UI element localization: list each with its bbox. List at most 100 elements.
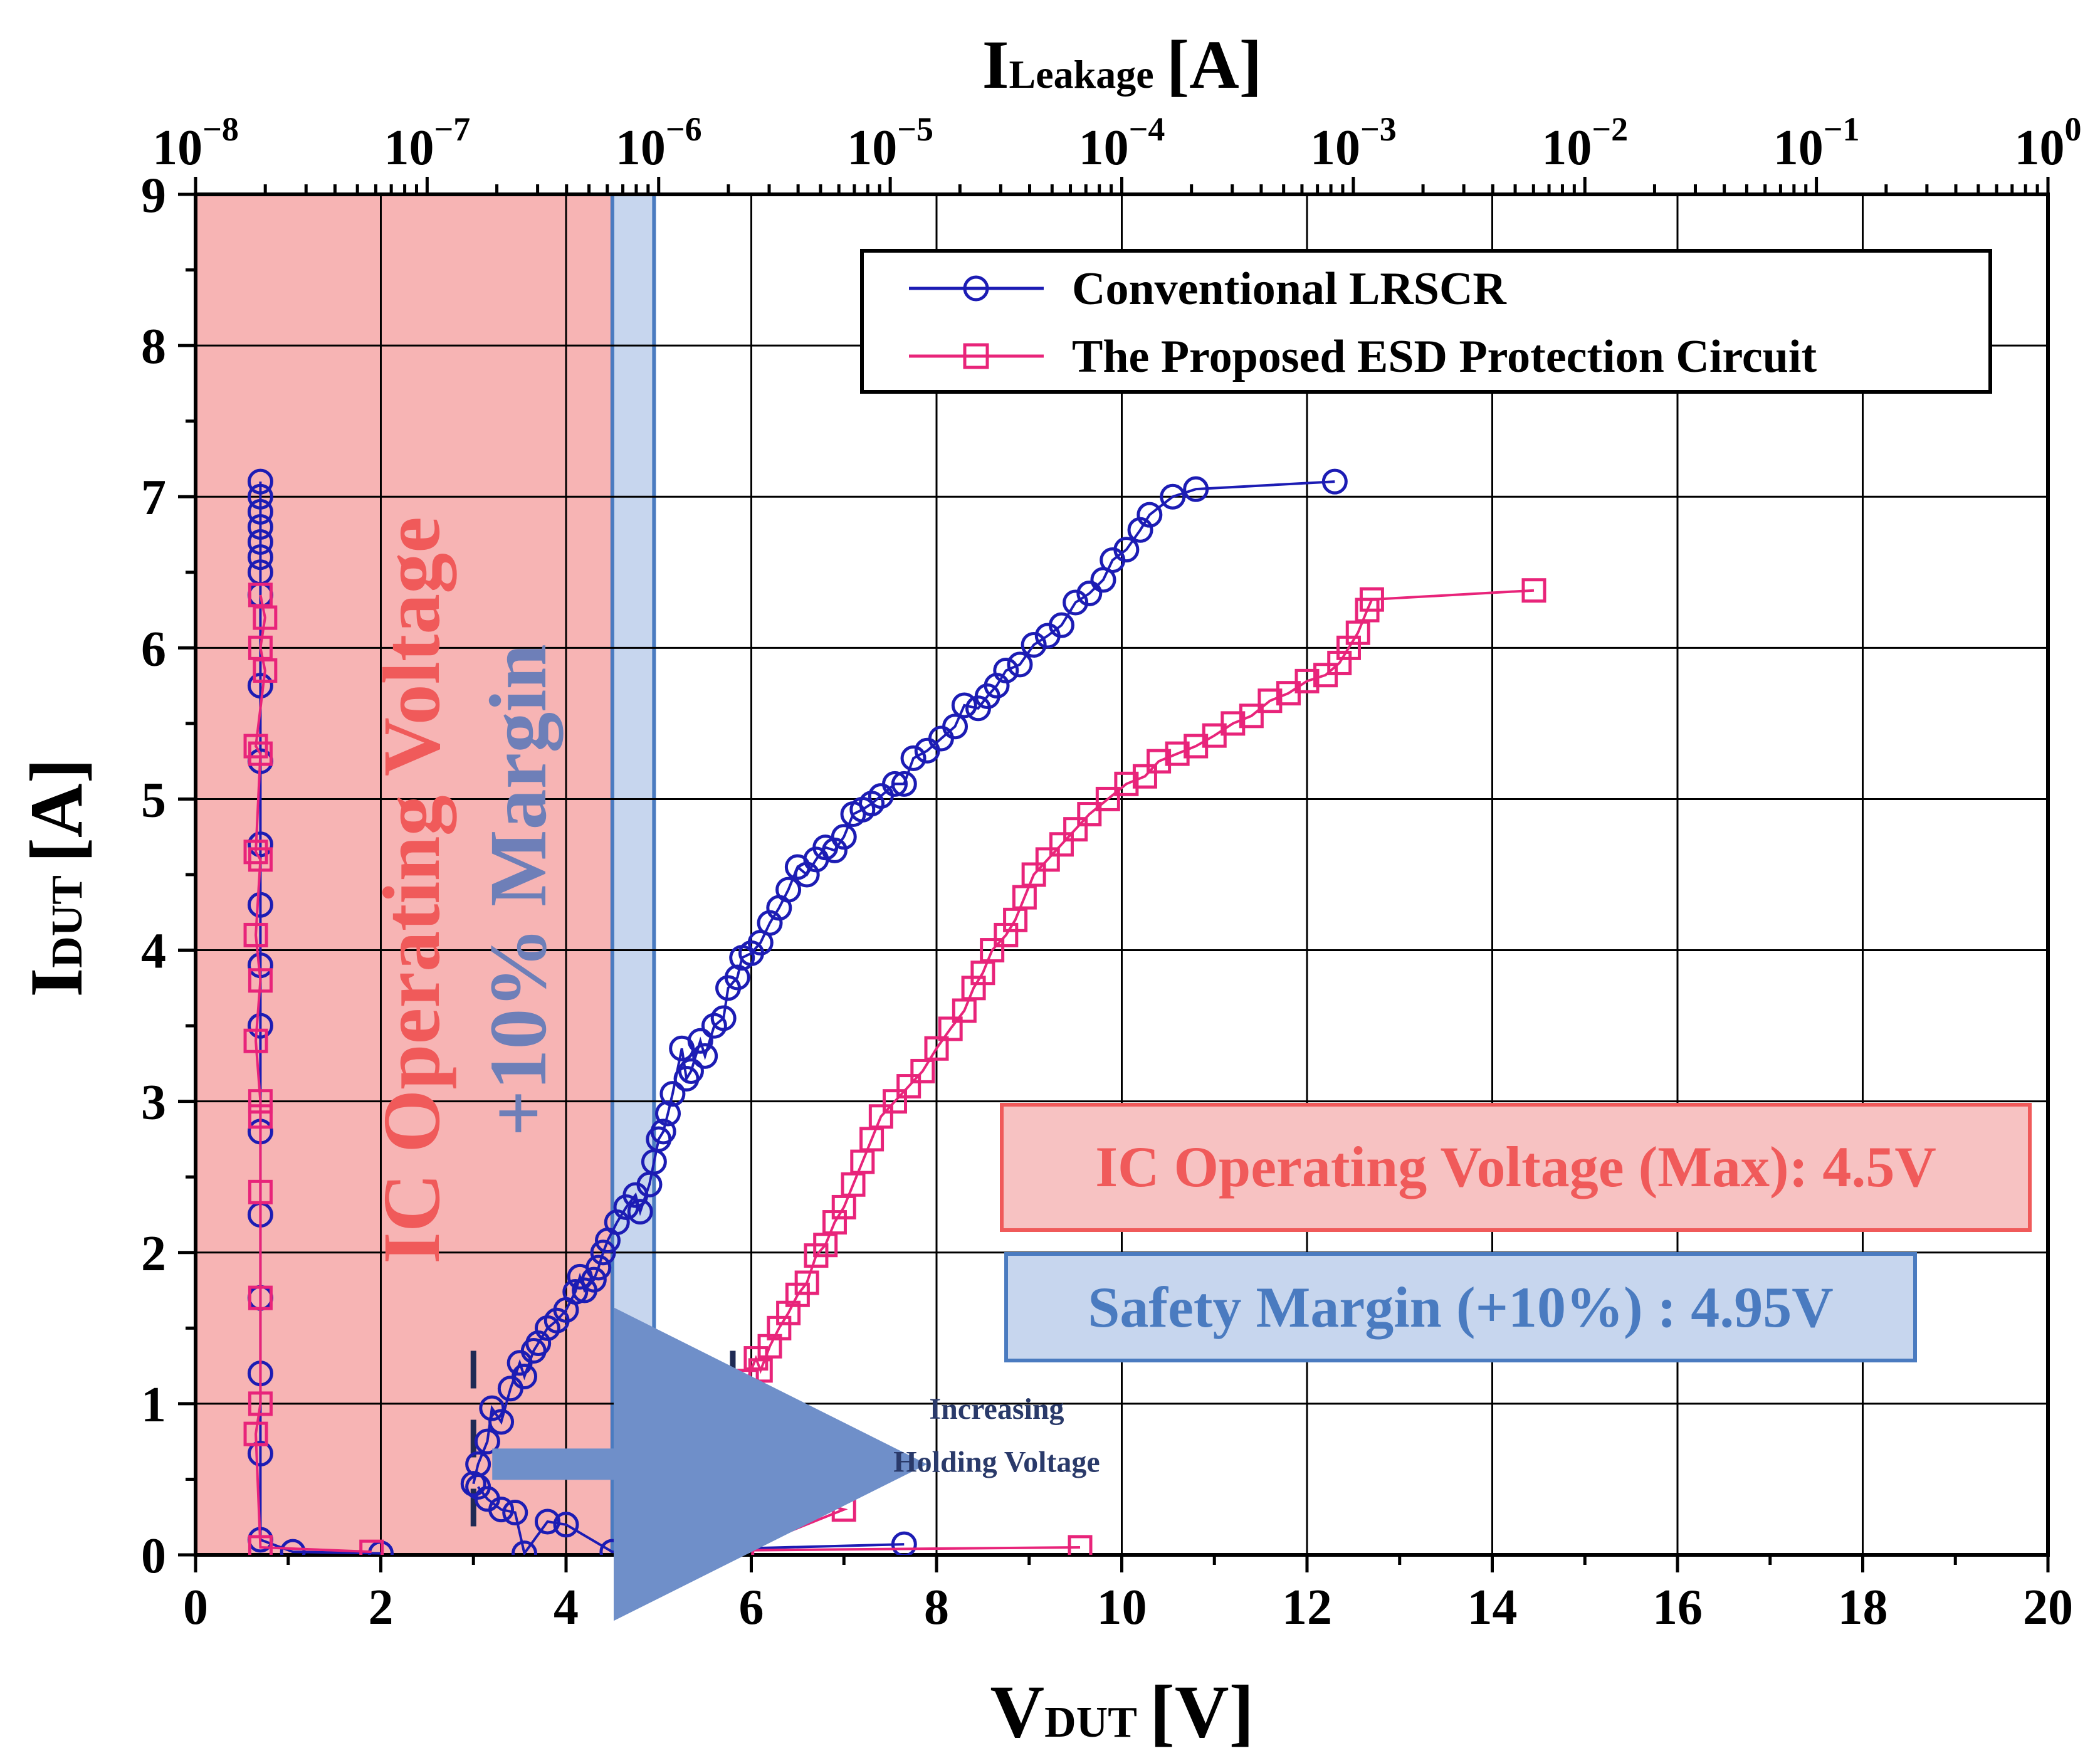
x-tick-label: 12 [1282, 1580, 1332, 1635]
leakage-point [247, 1440, 273, 1466]
arrow-text-holding: Holding Voltage [893, 1445, 1100, 1478]
leakage-point [248, 1391, 273, 1416]
top-tick-label: 10−7 [384, 110, 470, 176]
tlp-point [1257, 688, 1283, 713]
x-tick-label: 0 [183, 1580, 208, 1635]
leakage-point [243, 1028, 268, 1053]
leakage-point [247, 544, 273, 571]
tlp-point [650, 1118, 676, 1145]
tlp-point [1063, 817, 1088, 842]
snapback-point [534, 1508, 560, 1535]
top-axis-title: ILeakage [A] [982, 26, 1263, 103]
tlp-point [794, 1270, 819, 1295]
y-tick-label: 7 [141, 470, 166, 525]
snapback-point [488, 1497, 515, 1523]
tlp-point [1113, 537, 1140, 563]
leakage-point [248, 582, 273, 608]
leakage-point [247, 1013, 273, 1039]
tlp-point [1183, 476, 1209, 502]
tlp-point [951, 692, 977, 718]
tlp-point [896, 1074, 921, 1099]
tlp-point [1147, 749, 1172, 774]
tlp-point [1007, 651, 1033, 678]
tlp-point [590, 1240, 616, 1266]
legend-label-proposed: The Proposed ESD Protection Circuit [1072, 331, 1817, 382]
top-tick-label: 10−1 [1773, 110, 1860, 176]
x-tick-label: 16 [1652, 1580, 1703, 1635]
tlp-point [474, 1428, 500, 1455]
x-tick-label: 2 [369, 1580, 394, 1635]
leakage-point [247, 892, 273, 918]
leakage-point [243, 840, 268, 865]
safety-margin-text: Safety Margin (+10%) : 4.95V [1088, 1275, 1833, 1339]
tlp-point [512, 1363, 538, 1389]
tlp-point [585, 1255, 612, 1281]
x-tick-label: 4 [554, 1580, 579, 1635]
tlp-point [710, 1005, 737, 1031]
y-tick-label: 6 [141, 621, 166, 676]
tlp-point [562, 1278, 589, 1305]
tlp-point [831, 824, 857, 850]
leakage-point [243, 922, 268, 947]
tlp-point [900, 745, 927, 771]
tlp-point [465, 1451, 491, 1477]
tlp-point [910, 1058, 935, 1083]
tlp-point [883, 1089, 908, 1114]
tlp-point [1165, 741, 1190, 766]
tlp-point [1114, 771, 1139, 796]
tlp-point [460, 1471, 486, 1497]
tlp-point [488, 1409, 515, 1435]
leakage-point [248, 741, 273, 766]
leakage-point [248, 635, 273, 660]
tlp-point [655, 1100, 681, 1127]
leakage-point [248, 1104, 273, 1129]
x-tick-label: 18 [1838, 1580, 1888, 1635]
leakage-point [247, 831, 273, 858]
safety-margin-box: Safety Margin (+10%) : 4.95V [1004, 1252, 1917, 1362]
x-tick-label: 10 [1097, 1580, 1147, 1635]
tlp-point [882, 771, 908, 797]
x-tick-label: 6 [739, 1580, 764, 1635]
tlp-point [1063, 589, 1089, 616]
top-tick-label: 10−3 [1310, 110, 1397, 176]
tlp-point [1049, 832, 1074, 857]
holding-voltage-arrow: Increasing Holding Voltage [492, 1307, 1100, 1621]
margin-region [610, 194, 656, 1555]
tlp-point [692, 1043, 718, 1069]
top-tick-label: 10−5 [847, 110, 933, 176]
x-tick-label: 8 [924, 1580, 949, 1635]
tlp-point [1077, 802, 1102, 827]
tlp-point [868, 1104, 893, 1129]
top-tick-label: 10−6 [616, 110, 702, 176]
max-voltage-text: IC Operating Voltage (Max): 4.5V [1095, 1135, 1936, 1199]
tlp-point [687, 1028, 713, 1054]
leakage-point [248, 1285, 273, 1310]
leakage-line [254, 594, 372, 1554]
tlp-point [980, 938, 1005, 963]
top-tick-label: 10−2 [1541, 110, 1628, 176]
tlp-point [1321, 468, 1348, 495]
leakage-point [243, 734, 268, 759]
margin-region-label: +10% Margin [473, 644, 564, 1136]
legend-label-conventional: Conventional LRSCR [1072, 263, 1507, 315]
leakage-point [247, 483, 273, 510]
top-tick-label: 10−8 [152, 110, 239, 176]
tlp-point [1095, 786, 1120, 811]
tlp-point [993, 658, 1019, 683]
y-tick-label: 1 [141, 1377, 166, 1433]
y-axis-title: IDUT[A] [14, 758, 98, 997]
top-tick-label: 100 [2015, 110, 2082, 176]
tlp-point [942, 713, 969, 740]
tlp-point [924, 1036, 949, 1061]
leakage-point [280, 1539, 306, 1555]
leakage-point [248, 1179, 273, 1204]
tlp-point [1160, 483, 1186, 510]
x-tick-label: 14 [1467, 1580, 1518, 1635]
x-tick-label: 20 [2023, 1580, 2073, 1635]
leakage-point [247, 498, 273, 525]
tlp-point [580, 1266, 607, 1293]
leakage-point [247, 468, 273, 495]
tlp-point [1132, 764, 1157, 789]
tlp-point [1076, 581, 1103, 607]
